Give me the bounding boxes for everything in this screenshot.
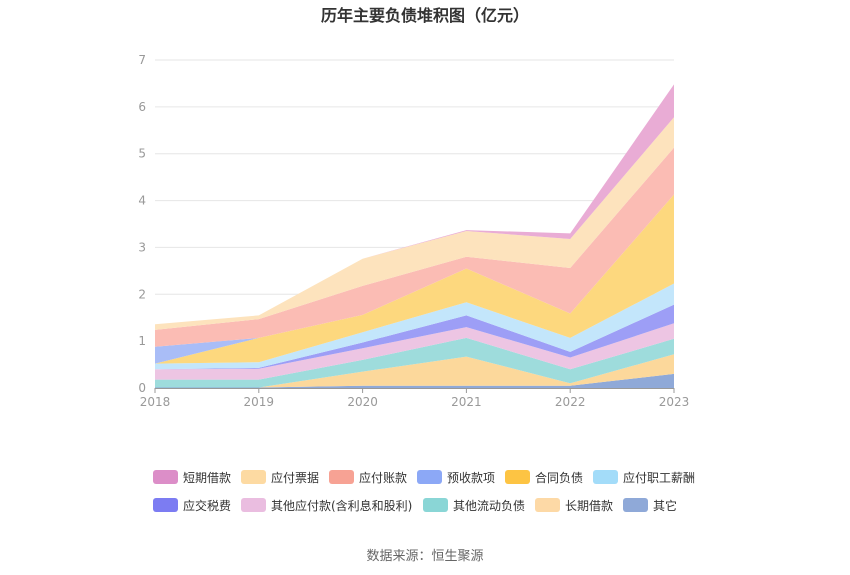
legend-swatch bbox=[329, 470, 354, 484]
legend-item-contract-liabilities[interactable]: 合同负债 bbox=[505, 468, 583, 486]
legend-item-advance-receipts[interactable]: 预收款项 bbox=[417, 468, 495, 486]
legend-label: 长期借款 bbox=[565, 498, 614, 513]
legend-label: 预收款项 bbox=[447, 470, 496, 485]
legend-label: 应付账款 bbox=[359, 470, 408, 485]
x-tick-label: 2019 bbox=[244, 395, 275, 409]
area-series-3: 其他应付款(含利息和股利) bbox=[155, 323, 674, 380]
y-tick-label: 6 bbox=[138, 100, 146, 114]
legend-swatch bbox=[153, 470, 178, 484]
area-series-6: 合同负债 bbox=[155, 194, 674, 364]
legend-label: 应付票据 bbox=[271, 470, 320, 485]
legend-label: 其它 bbox=[653, 498, 678, 513]
legend-swatch bbox=[241, 498, 266, 512]
legend-swatch bbox=[241, 470, 266, 484]
legend-swatch bbox=[417, 470, 442, 484]
legend-label: 应付职工薪酬 bbox=[623, 470, 696, 485]
legend-item-long-term-loans[interactable]: 长期借款 bbox=[535, 496, 613, 514]
legend-item-taxes-payable[interactable]: 应交税费 bbox=[153, 496, 231, 514]
area-series-1: 长期借款 bbox=[155, 354, 674, 388]
y-tick-label: 4 bbox=[138, 194, 146, 208]
legend-label: 短期借款 bbox=[183, 470, 232, 485]
legend-swatch bbox=[535, 498, 560, 512]
area-series-0: 其它 bbox=[155, 373, 674, 388]
y-tick-label: 5 bbox=[138, 147, 146, 161]
legend-label: 其他流动负债 bbox=[453, 498, 526, 513]
area-series-8: 应付账款 bbox=[155, 147, 674, 347]
y-tick-label: 7 bbox=[138, 53, 146, 67]
legend-item-other-current-liabilities[interactable]: 其他流动负债 bbox=[423, 496, 525, 514]
legend-swatch bbox=[623, 498, 648, 512]
legend-swatch bbox=[153, 498, 178, 512]
y-tick-label: 2 bbox=[138, 287, 146, 301]
legend-swatch bbox=[505, 470, 530, 484]
legend-item-employee-payable[interactable]: 应付职工薪酬 bbox=[593, 468, 695, 486]
legend-label: 合同负债 bbox=[535, 470, 584, 485]
area-series: 其它长期借款其他流动负债其他应付款(含利息和股利)应交税费应付职工薪酬合同负债预… bbox=[155, 84, 674, 388]
axes bbox=[154, 388, 675, 393]
y-tick-label: 1 bbox=[138, 334, 146, 348]
legend-label: 应交税费 bbox=[183, 498, 232, 513]
y-tick-label: 0 bbox=[138, 381, 146, 395]
area-series-2: 其他流动负债 bbox=[155, 337, 674, 388]
x-tick-label: 2022 bbox=[555, 395, 586, 409]
area-series-5: 应付职工薪酬 bbox=[155, 283, 674, 370]
x-tick-label: 2018 bbox=[140, 395, 171, 409]
legend-swatch bbox=[593, 470, 618, 484]
chart-title: 历年主要负债堆积图（亿元） bbox=[320, 6, 529, 25]
area-series-7: 预收款项 bbox=[155, 194, 674, 364]
legend-item-other[interactable]: 其它 bbox=[623, 496, 677, 514]
legend-swatch bbox=[423, 498, 448, 512]
x-tick-label: 2023 bbox=[659, 395, 690, 409]
x-tick-label: 2021 bbox=[451, 395, 482, 409]
legend-item-other-payables[interactable]: 其他应付款(含利息和股利) bbox=[241, 496, 412, 514]
x-tick-label: 2020 bbox=[347, 395, 378, 409]
legend-item-accounts-payable[interactable]: 应付账款 bbox=[329, 468, 407, 486]
tick-labels: 0 1 2 3 4 5 6 7 2018 2019 2020 2021 2022 2023 bbox=[138, 53, 689, 409]
legend-label: 其他应付款(含利息和股利) bbox=[271, 498, 413, 513]
area-series-4: 应交税费 bbox=[155, 304, 674, 370]
y-tick-label: 3 bbox=[138, 240, 146, 254]
legend-item-notes-payable[interactable]: 应付票据 bbox=[241, 468, 319, 486]
data-source-note: 数据来源：恒生聚源 bbox=[366, 549, 484, 564]
legend-item-short-term-loans[interactable]: 短期借款 bbox=[153, 468, 231, 486]
